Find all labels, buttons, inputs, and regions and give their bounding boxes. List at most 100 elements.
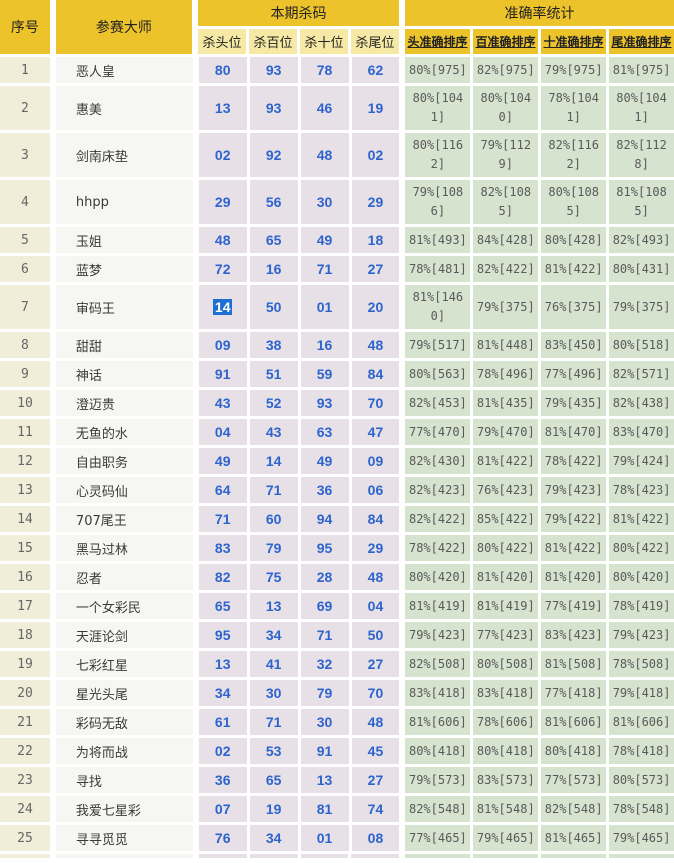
master-name: 寻找 <box>55 767 193 793</box>
header-acc-hundreds-rank-link[interactable]: 百准确排序 <box>473 29 538 54</box>
row-number: 9 <box>0 361 50 387</box>
kill-number: 81 <box>300 796 349 822</box>
accuracy-value: 81%[419] <box>405 593 471 619</box>
table-row: 9 神话 91 51 59 84 80%[563] 78%[496] 77%[4… <box>0 361 674 387</box>
master-name: 玉姐 <box>55 227 193 253</box>
table-row: 25 寻寻觅觅 76 34 01 08 77%[465] 79%[465] 81… <box>0 825 674 851</box>
header-kill-tail: 杀尾位 <box>351 29 399 54</box>
accuracy-value: 79%[1086] <box>405 180 471 224</box>
accuracy-value: 78%[423] <box>609 477 674 503</box>
master-name: 蓝梦 <box>55 256 193 282</box>
kill-section: 本期杀码 杀头位 杀百位 杀十位 杀尾位 <box>198 0 399 54</box>
kill-number: 91 <box>198 361 247 387</box>
row-number: 16 <box>0 564 50 590</box>
accuracy-value: 78%[481] <box>405 256 471 282</box>
next-row-cutoff <box>0 854 674 858</box>
accuracy-value: 82%[571] <box>609 361 674 387</box>
table-row: 17 一个女彩民 65 13 69 04 81%[419] 81%[419] 7… <box>0 593 674 619</box>
accuracy-value: 84%[428] <box>473 227 539 253</box>
table-row: 16 忍者 82 75 28 48 80%[420] 81%[420] 81%[… <box>0 564 674 590</box>
accuracy-value: 79%[418] <box>609 680 674 706</box>
kill-number: 91 <box>300 738 349 764</box>
accuracy-value: 80%[563] <box>405 361 471 387</box>
kill-number: 34 <box>249 622 298 648</box>
master-name: hhpp <box>55 180 193 224</box>
accuracy-value: 82%[422] <box>405 506 471 532</box>
kill-number: 84 <box>351 361 400 387</box>
header-master: 参赛大师 <box>55 0 192 54</box>
kill-number: 34 <box>249 825 298 851</box>
kill-number: 47 <box>351 419 400 445</box>
row-number: 24 <box>0 796 50 822</box>
accuracy-value: 82%[438] <box>609 390 674 416</box>
accuracy-value: 83%[573] <box>473 767 539 793</box>
kill-number: 30 <box>300 709 349 735</box>
kill-number: 65 <box>249 767 298 793</box>
accuracy-value: 76%[375] <box>541 285 607 329</box>
accuracy-value: 80%[1041] <box>405 86 471 130</box>
kill-number: 94 <box>300 506 349 532</box>
kill-number: 07 <box>198 796 247 822</box>
kill-number: 04 <box>351 593 400 619</box>
table-row: 2 惠美 13 93 46 19 80%[1041] 80%[1040] 78%… <box>0 86 674 130</box>
accuracy-value: 81%[975] <box>609 57 674 83</box>
accuracy-value: 80%[422] <box>609 535 674 561</box>
table-row: 20 星光头尾 34 30 79 70 83%[418] 83%[418] 77… <box>0 680 674 706</box>
accuracy-value: 78%[496] <box>473 361 539 387</box>
accuracy-value: 79%[465] <box>609 825 674 851</box>
row-number: 15 <box>0 535 50 561</box>
kill-number: 48 <box>351 332 400 358</box>
table-row: 19 七彩红星 13 41 32 27 82%[508] 80%[508] 81… <box>0 651 674 677</box>
row-number: 7 <box>0 285 50 329</box>
kill-number: 27 <box>351 767 400 793</box>
header-acc-head-rank-link[interactable]: 头准确排序 <box>405 29 470 54</box>
accuracy-value: 79%[470] <box>473 419 539 445</box>
kill-number: 27 <box>351 256 400 282</box>
accuracy-value: 80%[518] <box>609 332 674 358</box>
kill-number: 70 <box>351 390 400 416</box>
accuracy-value: 78%[1041] <box>541 86 607 130</box>
header-accuracy-section: 准确率统计 <box>405 0 674 26</box>
accuracy-value: 85%[422] <box>473 506 539 532</box>
row-number: 20 <box>0 680 50 706</box>
accuracy-value: 81%[422] <box>541 256 607 282</box>
accuracy-value: 82%[430] <box>405 448 471 474</box>
accuracy-value: 79%[465] <box>473 825 539 851</box>
master-name: 忍者 <box>55 564 193 590</box>
kill-number: 34 <box>198 680 247 706</box>
kill-number: 79 <box>249 535 298 561</box>
accuracy-value: 81%[422] <box>473 448 539 474</box>
master-name: 寻寻觅觅 <box>55 825 193 851</box>
accuracy-value: 81%[435] <box>473 390 539 416</box>
selected-kill-number: 14 <box>212 299 233 315</box>
header-kill-head: 杀头位 <box>198 29 246 54</box>
table-row: 4 hhpp 29 56 30 29 79%[1086] 82%[1085] 8… <box>0 180 674 224</box>
header-acc-tail-rank-link[interactable]: 尾准确排序 <box>609 29 674 54</box>
accuracy-value: 78%[422] <box>405 535 471 561</box>
table-row: 22 为将而战 02 53 91 45 80%[418] 80%[418] 80… <box>0 738 674 764</box>
table-row: 5 玉姐 48 65 49 18 81%[493] 84%[428] 80%[4… <box>0 227 674 253</box>
accuracy-value: 81%[470] <box>541 419 607 445</box>
header-kill-section: 本期杀码 <box>198 0 399 26</box>
table-row: 12 自由职务 49 14 49 09 82%[430] 81%[422] 78… <box>0 448 674 474</box>
row-number: 5 <box>0 227 50 253</box>
kill-number: 93 <box>249 86 298 130</box>
kill-number: 13 <box>300 767 349 793</box>
kill-number: 09 <box>198 332 247 358</box>
accuracy-value: 79%[435] <box>541 390 607 416</box>
accuracy-value: 81%[1460] <box>405 285 471 329</box>
kill-number: 70 <box>351 680 400 706</box>
kill-number: 28 <box>300 564 349 590</box>
table-row: 18 天涯论剑 95 34 71 50 79%[423] 77%[423] 83… <box>0 622 674 648</box>
accuracy-value: 82%[508] <box>405 651 471 677</box>
accuracy-value: 80%[420] <box>609 564 674 590</box>
header-acc-tens-rank-link[interactable]: 十准确排序 <box>541 29 606 54</box>
accuracy-value: 81%[419] <box>473 593 539 619</box>
row-number: 2 <box>0 86 50 130</box>
master-name: 惠美 <box>55 86 193 130</box>
kill-number: 63 <box>300 419 349 445</box>
kill-number: 83 <box>198 535 247 561</box>
master-name: 自由职务 <box>55 448 193 474</box>
accuracy-value: 81%[606] <box>405 709 471 735</box>
accuracy-value: 81%[508] <box>541 651 607 677</box>
